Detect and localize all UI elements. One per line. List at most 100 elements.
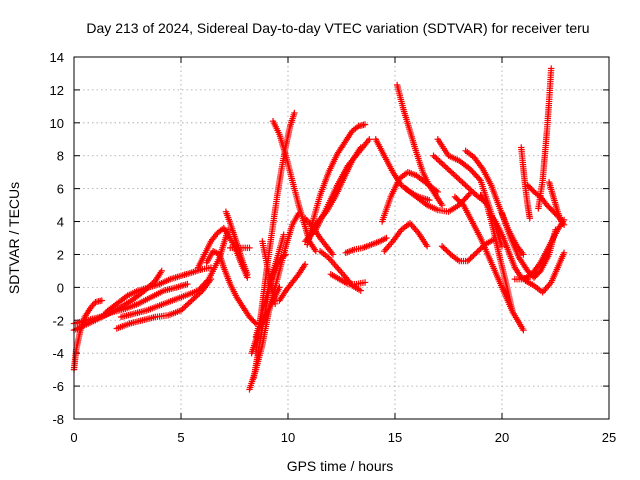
data-point	[456, 176, 463, 183]
y-axis-label: SDTVAR / TECUs	[6, 182, 22, 294]
data-point	[471, 190, 478, 198]
series-34	[438, 236, 497, 265]
data-point	[361, 279, 369, 286]
series-28	[381, 219, 431, 255]
plot-frame	[73, 56, 610, 420]
series-10	[227, 244, 253, 252]
data-point	[431, 153, 439, 161]
data-point	[276, 284, 283, 291]
y-tick-label: 4	[57, 215, 64, 230]
data-point	[430, 152, 437, 159]
series-42	[535, 65, 555, 212]
y-tick-label: 0	[57, 280, 64, 295]
data-point	[186, 298, 194, 306]
data-point	[184, 280, 191, 288]
y-tick-label: -2	[52, 313, 64, 328]
data-point	[444, 248, 451, 255]
y-tick-label: 2	[57, 247, 64, 262]
data-point	[291, 109, 298, 117]
data-point	[179, 305, 186, 313]
data-point	[158, 267, 165, 275]
data-point	[465, 184, 472, 192]
y-tick-label: 14	[50, 50, 64, 65]
data-point	[470, 189, 477, 196]
data-point	[459, 179, 466, 186]
data-point	[426, 196, 433, 204]
data-point	[463, 183, 471, 190]
data-point	[453, 173, 460, 181]
data-point	[434, 156, 442, 164]
data-point	[444, 165, 451, 172]
data-point	[445, 166, 453, 174]
data-point	[182, 302, 189, 310]
series-40	[518, 144, 534, 222]
data-point	[467, 186, 474, 193]
data-point	[422, 200, 429, 208]
data-point	[467, 255, 474, 262]
data-point	[191, 294, 198, 301]
data-point	[443, 247, 450, 254]
axis-ticks	[73, 56, 610, 420]
series-21	[306, 144, 364, 242]
data-point	[447, 168, 454, 175]
data-point	[468, 253, 476, 261]
data-point	[177, 307, 185, 314]
data-point	[520, 251, 527, 258]
data-point	[122, 293, 130, 300]
data-point	[183, 301, 191, 308]
series-37	[485, 210, 531, 283]
series-24	[327, 271, 369, 288]
data-point	[464, 257, 471, 265]
series-30	[402, 185, 474, 215]
data-point	[451, 193, 459, 201]
data-point	[475, 246, 483, 254]
data-point	[468, 187, 475, 195]
series-44	[522, 249, 568, 296]
x-tick-label: 0	[70, 430, 77, 445]
data-point	[280, 231, 287, 238]
series-29	[393, 81, 446, 209]
series-22	[301, 215, 337, 258]
data-point	[465, 191, 472, 199]
series-3	[70, 280, 191, 327]
data-point	[438, 201, 446, 209]
data-point	[478, 244, 486, 251]
series-8	[203, 247, 260, 327]
series-23	[316, 247, 364, 294]
series-35	[462, 147, 527, 258]
data-point	[509, 308, 516, 316]
data-point	[190, 295, 197, 303]
data-point	[281, 252, 288, 259]
series-4	[102, 264, 215, 316]
x-tick-label: 20	[495, 430, 509, 445]
data-point	[185, 300, 192, 307]
data-point	[470, 252, 477, 259]
data-point	[441, 245, 449, 253]
y-tick-label: -4	[52, 346, 64, 361]
data-point	[457, 177, 465, 185]
y-tick-label: 6	[57, 182, 64, 197]
series-27	[378, 168, 441, 225]
data-point	[477, 245, 484, 252]
data-point	[188, 297, 195, 304]
data-point	[471, 250, 479, 258]
data-point	[520, 326, 527, 334]
data-point	[548, 65, 555, 72]
data-point	[357, 287, 364, 294]
data-point	[438, 243, 446, 250]
x-axis-label: GPS time / hours	[287, 458, 394, 474]
chart-title: Day 213 of 2024, Sidereal Day-to-day VTE…	[86, 20, 589, 36]
data-point	[329, 251, 337, 258]
data-points	[70, 65, 568, 393]
x-tick-labels: 0 5 10 15 20 25	[70, 430, 616, 445]
data-point	[473, 249, 480, 257]
x-tick-label: 5	[177, 430, 184, 445]
data-point	[366, 136, 373, 143]
data-point	[246, 244, 253, 252]
data-point	[244, 271, 251, 278]
data-point	[441, 162, 448, 169]
data-point	[457, 199, 464, 206]
data-point	[282, 251, 290, 258]
data-point	[433, 155, 440, 162]
